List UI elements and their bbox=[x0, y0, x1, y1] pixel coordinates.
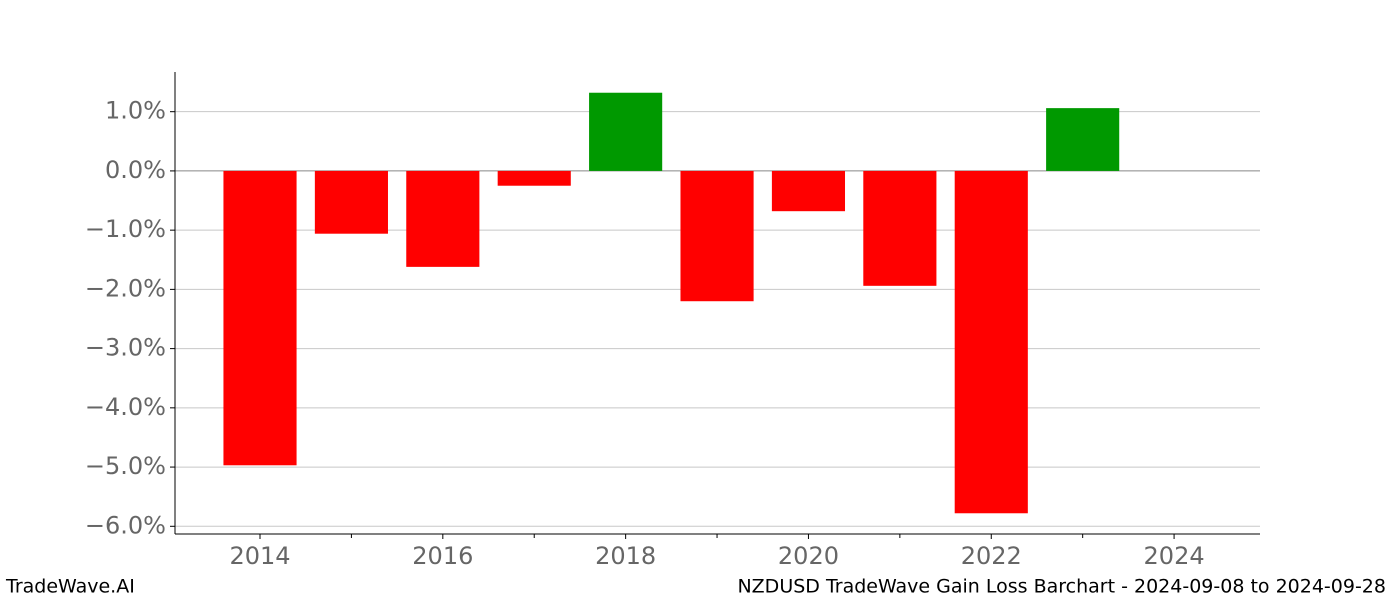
bar bbox=[497, 170, 571, 186]
bar bbox=[589, 92, 663, 171]
x-tick-label: 2020 bbox=[778, 542, 839, 570]
footer-title: NZDUSD TradeWave Gain Loss Barchart - 20… bbox=[737, 576, 1386, 598]
x-tick-label: 2016 bbox=[412, 542, 473, 570]
bar bbox=[954, 170, 1028, 514]
watermark: TradeWave.AI bbox=[5, 576, 135, 598]
bar bbox=[314, 170, 388, 234]
y-tick-label: −2.0% bbox=[85, 274, 166, 302]
y-tick-label: −3.0% bbox=[85, 334, 166, 362]
y-tick-label: −1.0% bbox=[85, 215, 166, 243]
bar bbox=[863, 170, 937, 286]
x-tick-label: 2014 bbox=[229, 542, 290, 570]
y-tick-label: 1.0% bbox=[105, 97, 166, 125]
y-tick-label: −5.0% bbox=[85, 452, 166, 480]
x-tick-label: 2018 bbox=[595, 542, 656, 570]
bar bbox=[406, 170, 480, 267]
y-tick-label: −4.0% bbox=[85, 393, 166, 421]
bar bbox=[1046, 108, 1120, 171]
x-tick-label: 2024 bbox=[1144, 542, 1205, 570]
y-tick-label: 0.0% bbox=[105, 156, 166, 184]
bar bbox=[680, 170, 754, 302]
y-tick-label: −6.0% bbox=[85, 511, 166, 539]
x-tick-label: 2022 bbox=[961, 542, 1022, 570]
bar bbox=[771, 170, 846, 212]
bar bbox=[223, 170, 297, 466]
